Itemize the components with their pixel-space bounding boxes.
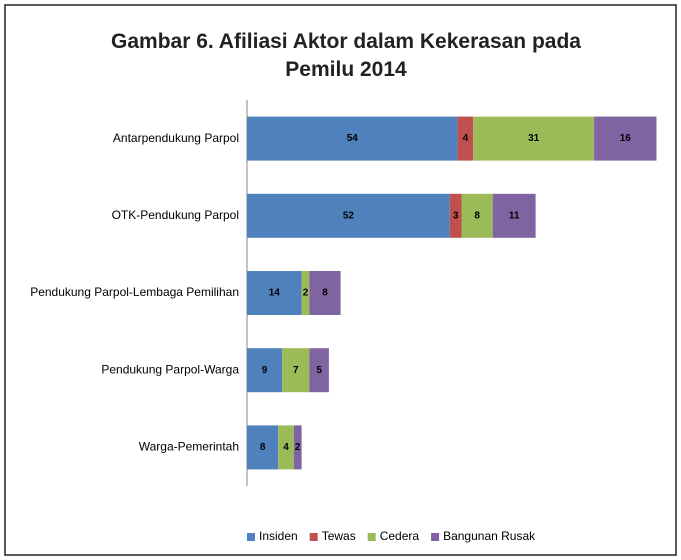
value-label: 8 bbox=[260, 442, 266, 453]
value-label: 3 bbox=[453, 210, 459, 221]
value-label: 8 bbox=[322, 288, 328, 299]
category-label: OTK-Pendukung Parpol bbox=[112, 208, 239, 222]
value-label: 11 bbox=[509, 210, 520, 221]
value-label: 14 bbox=[269, 288, 281, 299]
bar-segment bbox=[309, 271, 341, 315]
bar-segment bbox=[247, 116, 458, 161]
value-label: 16 bbox=[620, 133, 632, 144]
value-label: 2 bbox=[295, 442, 301, 453]
category-label: Pendukung Parpol-Lembaga Pemilihan bbox=[30, 285, 239, 299]
bar-segment bbox=[293, 425, 302, 470]
bar-segment bbox=[449, 193, 462, 238]
bar-segment bbox=[282, 348, 310, 393]
bar-segment bbox=[309, 348, 329, 393]
value-label: 52 bbox=[343, 210, 355, 221]
legend-label: Insiden bbox=[259, 529, 298, 543]
bar-segment bbox=[492, 193, 536, 238]
bar-segment bbox=[247, 348, 283, 393]
bar-segment bbox=[457, 116, 474, 161]
bar-segment bbox=[247, 425, 279, 470]
value-label: 4 bbox=[283, 442, 289, 453]
value-label: 31 bbox=[528, 133, 540, 144]
bar-segment bbox=[278, 425, 294, 470]
legend-label: Tewas bbox=[322, 529, 356, 543]
bar-segment bbox=[594, 116, 657, 161]
legend-label: Cedera bbox=[380, 529, 420, 543]
bar-segment bbox=[461, 193, 493, 238]
value-label: 2 bbox=[303, 288, 309, 299]
value-label: 7 bbox=[293, 365, 299, 376]
value-label: 5 bbox=[316, 365, 322, 376]
bar-segment bbox=[247, 271, 302, 315]
bar-segment bbox=[301, 271, 310, 315]
category-label: Warga-Pemerintah bbox=[139, 440, 239, 454]
value-label: 54 bbox=[347, 133, 359, 144]
legend-swatch bbox=[309, 533, 318, 541]
legend-swatch bbox=[247, 533, 255, 541]
value-label: 4 bbox=[463, 133, 469, 144]
bar-segment bbox=[473, 116, 595, 161]
value-label: 9 bbox=[262, 365, 268, 376]
legend-label: Bangunan Rusak bbox=[443, 529, 536, 543]
chart-title: Gambar 6. Afiliasi Aktor dalam Kekerasan… bbox=[111, 30, 581, 81]
category-label: Antarpendukung Parpol bbox=[113, 131, 239, 145]
legend-swatch bbox=[367, 533, 376, 541]
legend-swatch bbox=[431, 533, 440, 541]
category-label: Pendukung Parpol-Warga bbox=[101, 362, 239, 376]
bar-segment bbox=[247, 193, 450, 238]
value-label: 8 bbox=[474, 210, 480, 221]
